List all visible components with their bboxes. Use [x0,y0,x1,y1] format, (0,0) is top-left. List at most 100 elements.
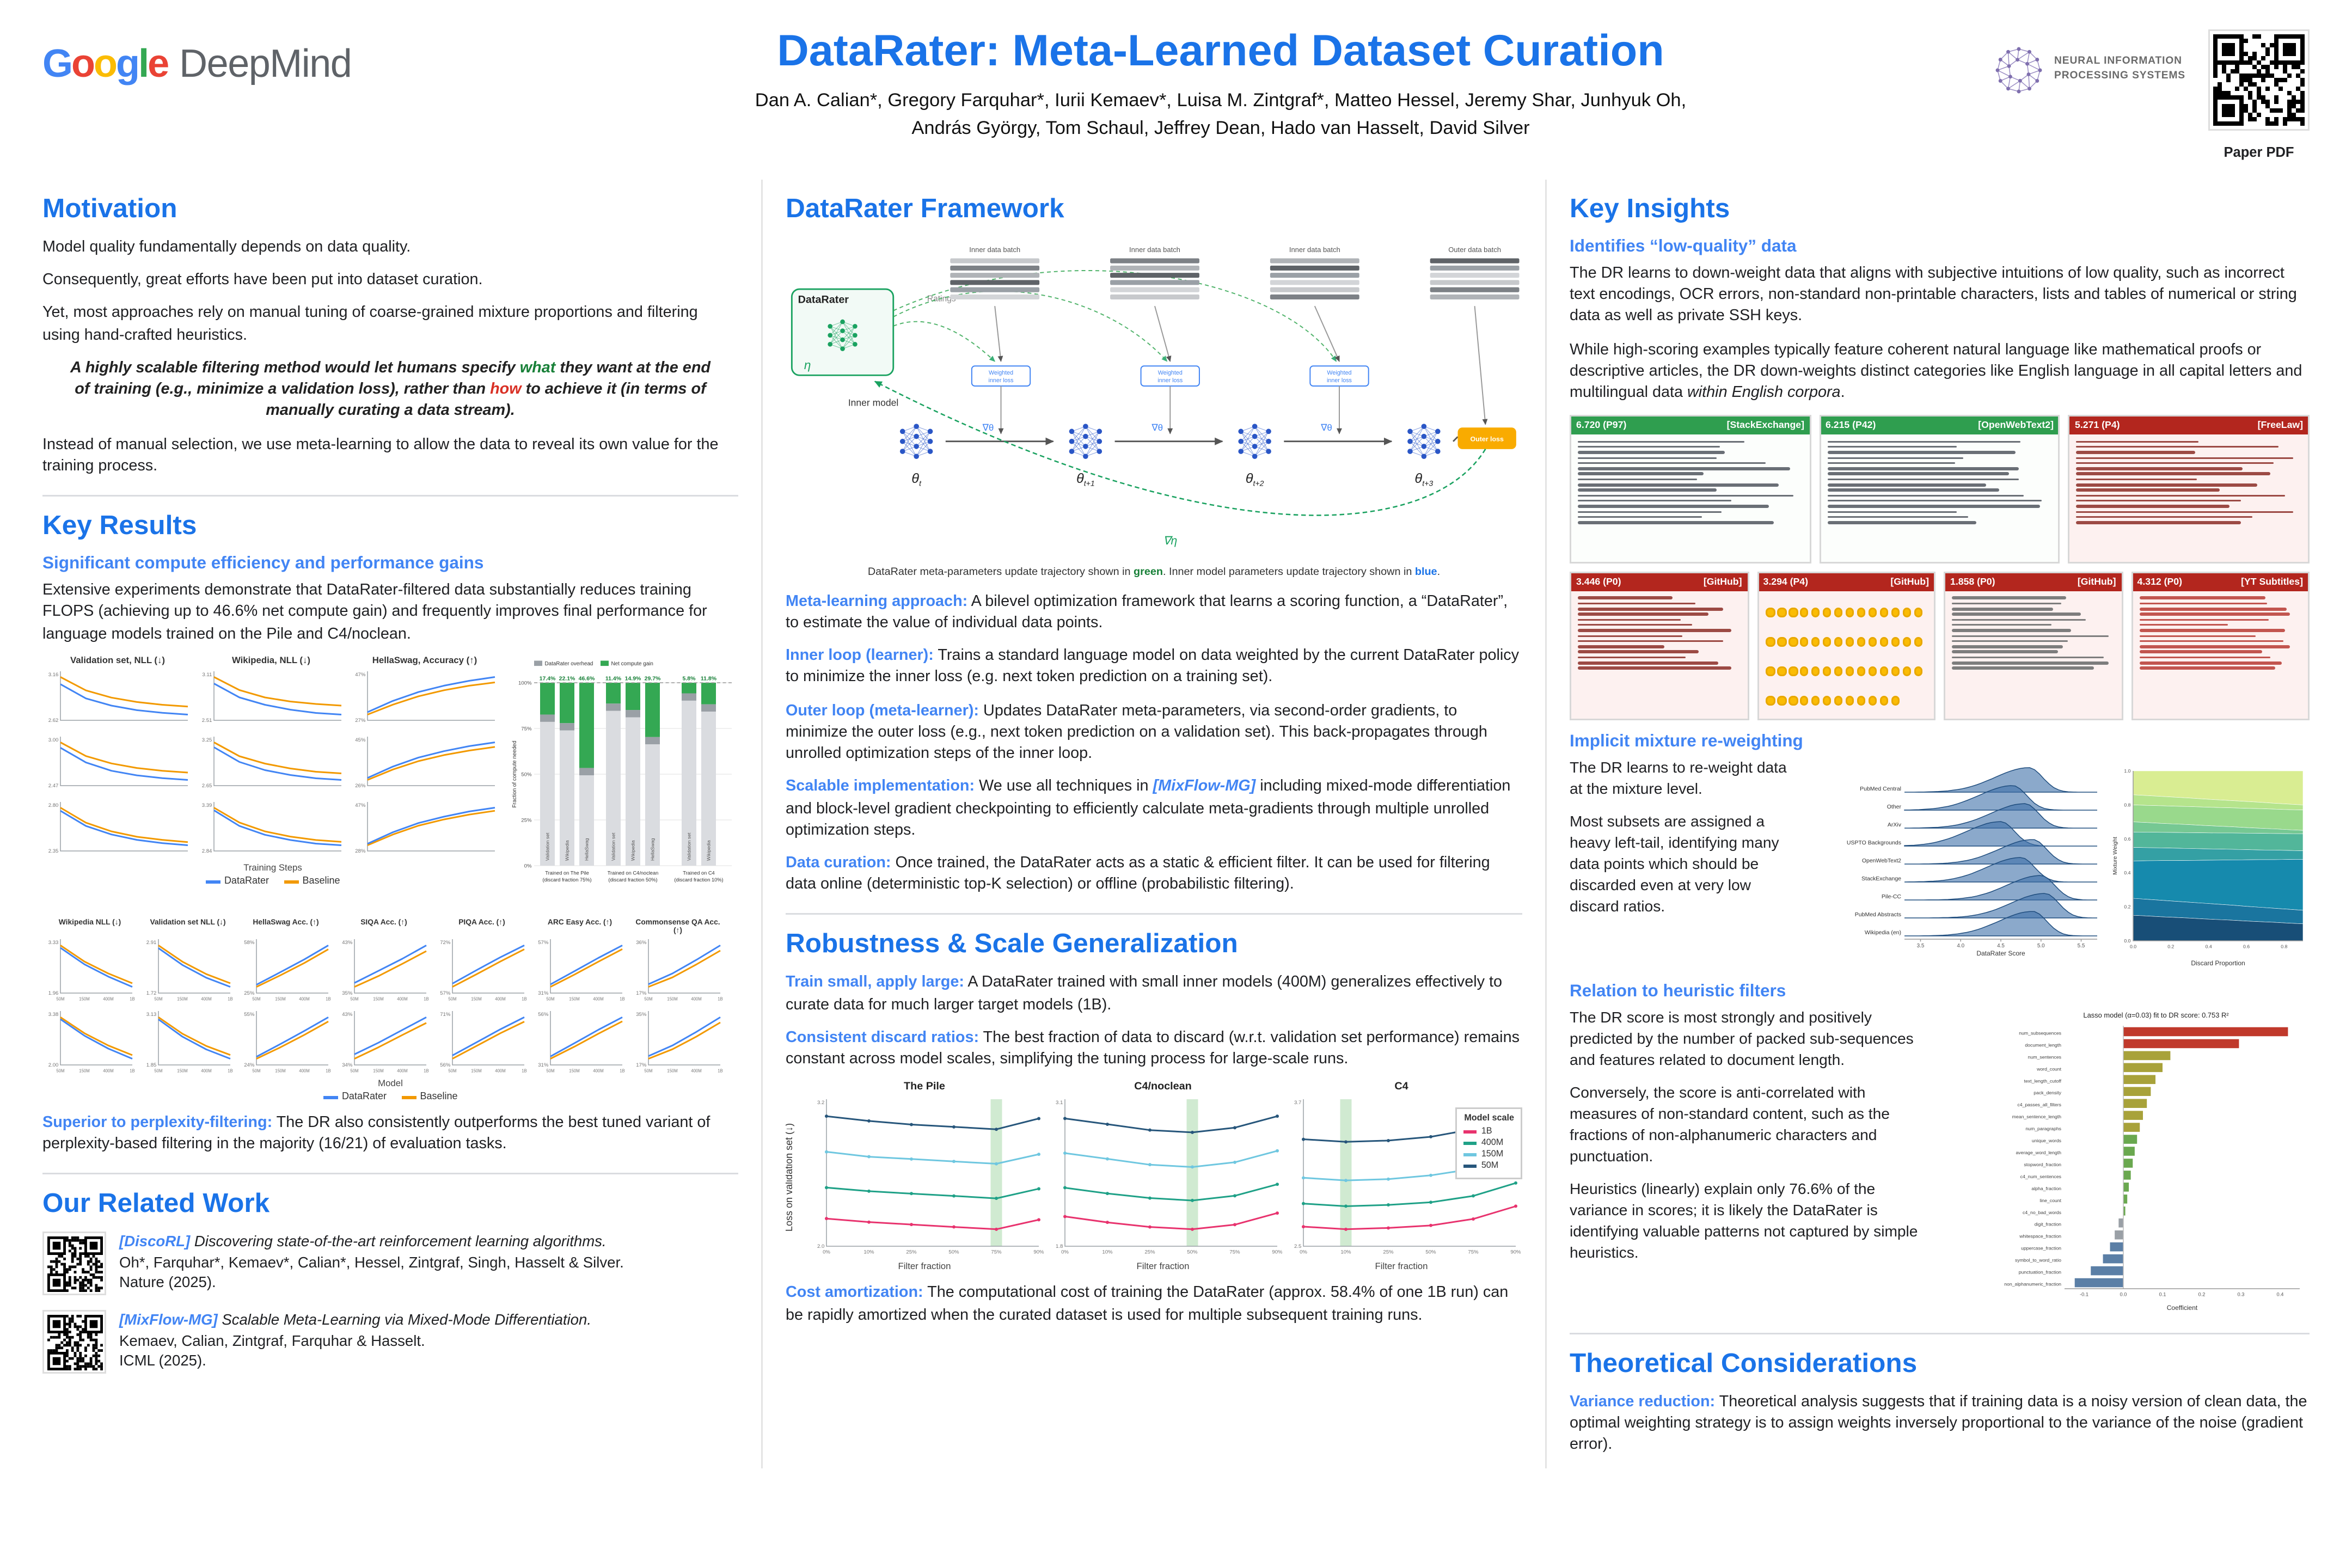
outer-loss-label: Outer loss [1470,436,1503,443]
mini-chart-cell: 35% 17% 50M 150M 400M 1B [630,1006,725,1077]
text-line [1578,445,1721,449]
emoji-dot [1914,608,1923,617]
text-line [1952,634,2109,638]
chart-title: Validation set NLL (↓) [150,917,226,926]
quote-what: what [519,359,556,377]
mini-line-chart: 3.39 2.84 [202,801,342,854]
svg-text:0.1: 0.1 [2159,1291,2166,1297]
text-line [2077,499,2241,503]
svg-text:Mixture Weight: Mixture Weight [2112,837,2118,875]
text-line [1827,516,1968,519]
mini-chart-cell: 3.38 2.00 50M 150M 400M 1B [42,1006,137,1077]
svg-text:3.16: 3.16 [48,671,59,677]
heuristics-p1: The DR score is most strongly and positi… [1570,1007,1914,1068]
legend-item: Baseline [284,877,340,886]
svg-text:50M: 50M [546,996,554,1001]
column-left: Motivation Model quality fundamentally d… [42,180,761,1468]
svg-text:Coefficient: Coefficient [2167,1304,2198,1312]
mini-chart-cell: 36% 17% 50M 150M 400M 1B [630,934,725,1006]
mixture-p1: The DR learns to re-weight data at the m… [1570,757,1787,797]
svg-text:2.65: 2.65 [202,782,212,788]
svg-text:24%: 24% [244,1062,255,1068]
theory-heading: Theoretical Considerations [1570,1349,1918,1379]
text-line [2139,629,2285,632]
example-score: 4.312 (P0) [2137,577,2183,587]
theta-t2: θt+2 [1246,471,1264,488]
inner-model-icon [899,424,933,460]
svg-text:Weighted: Weighted [1158,370,1183,376]
ratings-arrow [893,321,995,362]
authors-line-2: András György, Tom Schaul, Jeffrey Dean,… [911,119,1530,139]
svg-text:150M: 150M [79,1068,90,1073]
svg-text:50M: 50M [644,1068,652,1073]
svg-text:1B: 1B [228,1068,233,1073]
mini-chart-cell: 3.00 2.47 [42,731,193,797]
example-source: [YT Subtitles] [2241,577,2303,587]
google-logo-letter: o [94,42,118,87]
svg-text:1.0: 1.0 [2124,768,2130,774]
svg-text:3.11: 3.11 [202,671,212,677]
text-line [2077,516,2253,519]
emoji-dot [1914,638,1923,646]
emoji-dot [1778,638,1786,646]
svg-text:3.00: 3.00 [48,737,59,743]
svg-text:(discard fraction 50%): (discard fraction 50%) [608,877,657,883]
text-line [2139,640,2284,643]
svg-text:400M: 400M [103,996,114,1001]
example-card: 3.294 (P4) [GitHub] [1756,572,1935,720]
section-key-results: Key Results Significant compute efficien… [42,511,738,1155]
legend-item: 150M [1464,1150,1514,1160]
qr-code [2208,29,2310,131]
emoji-dot [1903,608,1912,617]
svg-text:0.8: 0.8 [2281,944,2287,949]
emoji-dot [1857,696,1866,705]
svg-text:Wikipedia: Wikipedia [630,840,636,861]
svg-text:1B: 1B [522,996,527,1001]
training-curves-and-compute-chart: Validation set, NLL (↓) Wikipedia, NLL (↓… [42,656,738,904]
chart-title: PIQA Acc. (↑) [458,917,505,926]
svg-text:Lasso model (α=0.03) fit to DR: Lasso model (α=0.03) fit to DR score: 0.… [2083,1011,2229,1019]
divider [1570,1332,2310,1334]
inner-data-batch [1110,258,1199,299]
text-line [2139,613,2291,616]
text-line [1578,629,1732,632]
svg-text:non_alphanumeric_fraction: non_alphanumeric_fraction [2004,1281,2061,1287]
text-line [1952,656,2104,659]
text-line [1827,494,2024,497]
text-line [1578,451,1724,454]
svg-text:2.35: 2.35 [48,848,59,854]
text-line [2139,608,2287,610]
svg-text:3.1: 3.1 [1056,1100,1063,1106]
emoji-dot [1891,608,1900,617]
deepmind-logo-text: DeepMind [179,42,352,87]
svg-text:75%: 75% [521,726,532,732]
svg-text:2.62: 2.62 [48,717,59,723]
svg-text:50%: 50% [1187,1250,1198,1256]
svg-text:25%: 25% [1144,1250,1155,1256]
svg-text:100%: 100% [518,680,532,686]
text-line [1578,473,1704,475]
legend-item: 400M [1464,1138,1514,1148]
text-line [1578,462,1766,465]
text-line [2139,645,2290,648]
svg-text:1B: 1B [424,1068,429,1073]
text-line [1952,661,2109,664]
emoji-dot [1857,667,1866,676]
column-right: Key Insights Identifies “low-quality” da… [1545,180,2310,1468]
svg-text:DataRater Score: DataRater Score [1976,950,2025,957]
column-middle: DataRater Framework DataRater η Ratings … [761,180,1545,1468]
svg-text:150M: 150M [471,996,482,1001]
text-line [1578,608,1724,610]
svg-text:150M: 150M [275,1068,286,1073]
x-axis-label: Filter fraction [898,1263,951,1273]
svg-text:0.2: 0.2 [2198,1291,2206,1297]
svg-text:0.3: 0.3 [2238,1291,2245,1297]
grad-theta-label: ∇θ [1320,422,1332,433]
framework-heading: DataRater Framework [786,194,1064,224]
example-source: [FreeLaw] [2257,421,2304,431]
text-line [2139,661,2281,664]
svg-text:400M: 400M [691,1068,702,1073]
mini-line-chart: 72% 57%50M 150M 400M 1B [440,939,527,1001]
mini-chart-cell: 43% 35% 50M 150M 400M 1B [336,934,431,1006]
